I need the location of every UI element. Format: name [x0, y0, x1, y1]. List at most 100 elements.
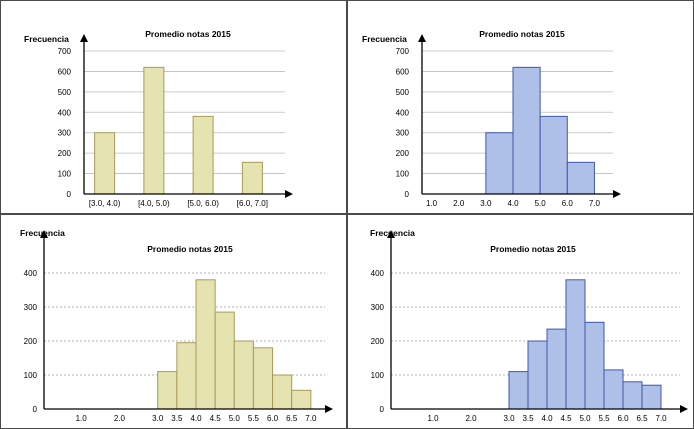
y-tick-label: 400 — [24, 269, 38, 278]
chart-numeric-blue: 1.0 2.0 3.0 4.0 5.0 6.0 7.0 0 100 200 300 400 500 60… — [362, 29, 621, 208]
chart-title: Promedio notas 2015 — [479, 29, 565, 39]
histogram-bar — [508, 371, 529, 410]
y-tick-label: 600 — [396, 67, 410, 76]
x-tick-label: 7.0 — [305, 414, 317, 423]
x-tick-label: 1.0 — [76, 414, 88, 423]
histogram-bar — [622, 381, 643, 410]
y-tick-label: 500 — [396, 88, 410, 97]
x-axis-arrowhead — [285, 190, 293, 198]
y-tick-label: 300 — [24, 303, 38, 312]
x-tick-label: 2.0 — [453, 199, 465, 208]
histogram-bar — [527, 340, 548, 410]
x-tick-label: [5.0, 6.0) — [187, 199, 219, 208]
x-tick-label: [6.0, 7.0] — [237, 199, 268, 208]
histogram-bar — [157, 371, 178, 410]
x-tick-label: 4.5 — [210, 414, 222, 423]
x-tick-label: 5.5 — [248, 414, 260, 423]
histogram-bar — [291, 389, 312, 410]
histogram-bar — [584, 321, 605, 410]
y-axis-arrowhead — [40, 230, 48, 238]
chart-categorical-yellow: [3.0, 4.0) [4.0, 5.0) [5.0, 6.0) [6.0, 7.0]… — [24, 29, 293, 208]
histogram-bar — [241, 161, 263, 195]
histogram-bar — [485, 132, 514, 195]
y-tick-label: 0 — [67, 190, 72, 199]
x-axis-arrowhead — [613, 190, 621, 198]
y-tick-label: 100 — [24, 371, 38, 380]
x-tick-label: [4.0, 5.0) — [138, 199, 170, 208]
histogram-bar — [565, 279, 586, 410]
y-tick-label: 700 — [396, 47, 410, 56]
panel-border — [0, 0, 347, 214]
y-tick-label: 100 — [396, 170, 410, 179]
y-tick-label: 600 — [58, 67, 72, 76]
x-tick-label: 5.0 — [535, 199, 547, 208]
x-tick-label: 6.0 — [267, 414, 279, 423]
y-tick-label: 500 — [58, 88, 72, 97]
chart-title: Promedio notas 2015 — [145, 29, 231, 39]
y-tick-label: 400 — [396, 108, 410, 117]
histogram-bar — [143, 66, 165, 195]
x-tick-label: 6.5 — [636, 414, 648, 423]
x-tick-label: 6.5 — [286, 414, 298, 423]
x-tick-label: 4.0 — [190, 414, 202, 423]
x-tick-label: 3.5 — [522, 414, 534, 423]
x-tick-label: 3.0 — [503, 414, 515, 423]
x-tick-label: 5.0 — [229, 414, 241, 423]
x-tick-label: 7.0 — [655, 414, 667, 423]
histogram-bar — [195, 279, 216, 410]
y-tick-label: 300 — [371, 303, 385, 312]
chart-title: Promedio notas 2015 — [147, 244, 233, 254]
x-tick-label: 4.0 — [507, 199, 519, 208]
y-axis-arrowhead — [418, 34, 426, 42]
x-tick-label: 2.0 — [114, 414, 126, 423]
histogram-bar — [539, 115, 568, 195]
chart-title: Promedio notas 2015 — [490, 244, 576, 254]
x-tick-label: 1.0 — [427, 414, 439, 423]
y-axis-label: Frecuencia — [20, 228, 65, 238]
y-tick-label: 400 — [58, 108, 72, 117]
y-axis-arrowhead — [80, 34, 88, 42]
x-tick-label: 6.0 — [562, 199, 574, 208]
x-axis-arrowhead — [680, 405, 688, 413]
y-tick-label: 300 — [58, 129, 72, 138]
histogram-bar — [603, 369, 624, 410]
y-tick-label: 200 — [371, 337, 385, 346]
y-axis-label: Frecuencia — [370, 228, 415, 238]
x-tick-label: 5.5 — [598, 414, 610, 423]
x-tick-label: 1.0 — [426, 199, 438, 208]
x-tick-label: 3.0 — [480, 199, 492, 208]
histogram-bar — [176, 342, 197, 410]
chart-fine-bins-yellow: 1.0 2.0 3.0 3.5 4.0 4.5 5.0 5.5 6.0 6.5 7.0 0 100 20… — [20, 228, 333, 423]
x-tick-label: 7.0 — [589, 199, 601, 208]
y-axis-label: Frecuencia — [362, 34, 407, 44]
y-tick-label: 100 — [58, 170, 72, 179]
histogram-bar — [214, 311, 235, 410]
x-tick-label: 6.0 — [617, 414, 629, 423]
histogram-bar — [546, 328, 567, 410]
x-tick-label: 3.0 — [152, 414, 164, 423]
histogram-bar — [272, 374, 293, 410]
x-tick-label: 3.5 — [171, 414, 183, 423]
y-axis-label: Frecuencia — [24, 34, 69, 44]
y-tick-label: 0 — [405, 190, 410, 199]
histogram-bar — [252, 347, 274, 410]
y-tick-label: 200 — [58, 149, 72, 158]
x-tick-label: 5.0 — [579, 414, 591, 423]
y-tick-label: 400 — [371, 269, 385, 278]
chart-fine-bins-blue: 1.0 2.0 3.0 3.5 4.0 4.5 5.0 5.5 6.0 6.5 7.0 0 100 20… — [370, 228, 688, 423]
histogram-bar — [641, 384, 662, 410]
histogram-bar — [566, 161, 595, 195]
y-tick-label: 0 — [33, 405, 38, 414]
y-tick-label: 100 — [371, 371, 385, 380]
histogram-bar — [233, 340, 254, 410]
x-axis-arrowhead — [325, 405, 333, 413]
x-tick-label: 2.0 — [465, 414, 477, 423]
histogram-bar — [192, 115, 214, 195]
y-tick-label: 300 — [396, 129, 410, 138]
y-tick-label: 200 — [24, 337, 38, 346]
x-tick-label: 4.0 — [541, 414, 553, 423]
y-tick-label: 200 — [396, 149, 410, 158]
y-axis-arrowhead — [387, 230, 395, 238]
histogram-bar — [94, 132, 116, 195]
